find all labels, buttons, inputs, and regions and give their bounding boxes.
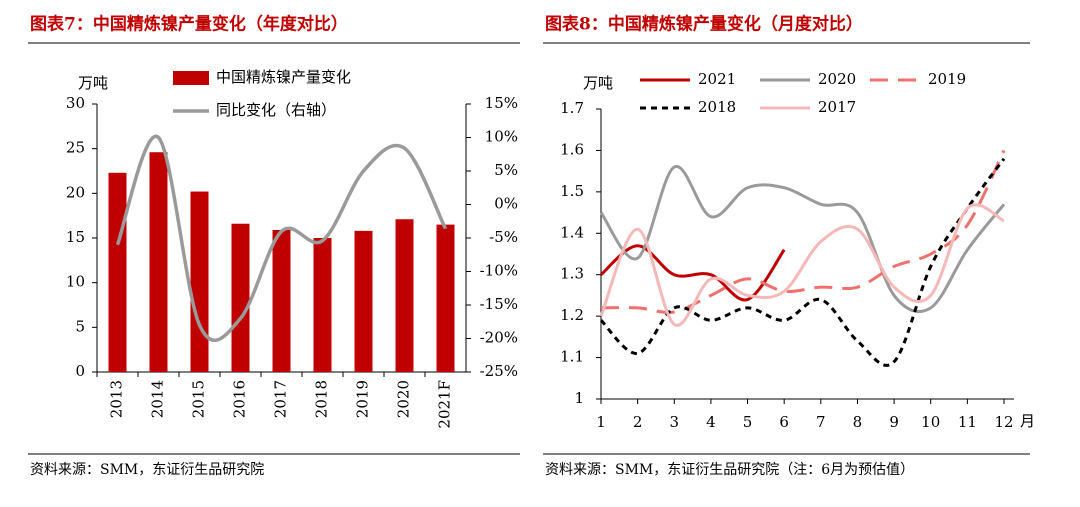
legend-label: 2018	[698, 98, 736, 116]
x-tick-label: 1	[596, 413, 606, 431]
line	[599, 244, 786, 302]
line	[599, 165, 1006, 313]
bar	[436, 224, 455, 372]
y-tick-label: 20	[66, 183, 85, 201]
source: 资料来源：SMM，东证衍生品研究院	[30, 462, 264, 478]
legend-swatch	[173, 71, 209, 85]
bar	[354, 230, 373, 372]
y-tick-label: 30	[66, 94, 85, 112]
y-axis-unit: 万吨	[78, 74, 108, 92]
bar	[313, 238, 332, 372]
x-tick-label: 2017	[272, 380, 290, 418]
source: 资料来源：SMM，东证衍生品研究院（注：6月为预估值）	[545, 462, 914, 478]
x-tick-label: 2018	[313, 380, 331, 418]
x-tick-label: 2015	[190, 380, 208, 418]
y2-tick-label: 0%	[494, 195, 518, 213]
legend-label: 2020	[818, 70, 856, 88]
x-tick-label: 11	[958, 413, 977, 431]
y-tick-label: 1.2	[560, 306, 584, 324]
chart-title: 图表7：中国精炼镍产量变化（年度对比）	[30, 14, 348, 35]
legend-label: 同比变化（右轴）	[216, 101, 336, 119]
y-tick-label: 1.4	[560, 223, 584, 241]
y2-tick-label: -10%	[480, 262, 518, 280]
y2-tick-label: -15%	[480, 295, 518, 313]
y-axis-unit: 万吨	[583, 74, 613, 92]
x-tick-label: 8	[853, 413, 863, 431]
x-tick-label: 4	[706, 413, 716, 431]
bar	[272, 229, 291, 372]
x-tick-label: 2013	[108, 380, 126, 418]
y2-tick-label: -25%	[480, 362, 518, 380]
legend-label: 中国精炼镍产量变化	[216, 68, 351, 86]
y-tick-label: 1.7	[560, 99, 584, 117]
x-tick-label: 2019	[354, 380, 372, 418]
bar	[231, 223, 250, 372]
x-tick-label: 12	[994, 413, 1013, 431]
y-tick-label: 1.5	[560, 182, 584, 200]
x-tick-label: 9	[889, 413, 899, 431]
legend-label: 2021	[698, 70, 736, 88]
legend-label: 2017	[818, 98, 856, 116]
y2-tick-label: 5%	[494, 161, 518, 179]
line	[600, 149, 1006, 314]
line	[599, 157, 1006, 367]
bar	[190, 191, 209, 372]
y-tick-label: 1.1	[560, 348, 584, 366]
x-tick-label: 3	[669, 413, 679, 431]
line	[115, 134, 448, 342]
y2-tick-label: -5%	[489, 228, 518, 246]
x-tick-label: 2020	[395, 380, 413, 418]
line	[599, 203, 1005, 327]
x-tick-label: 10	[921, 413, 940, 431]
y-tick-label: 10	[66, 273, 85, 291]
x-tick-label: 7	[816, 413, 826, 431]
x-axis-unit: 月	[1020, 412, 1035, 430]
x-tick-label: 6	[779, 413, 789, 431]
y-tick-label: 1	[574, 389, 584, 407]
y-tick-label: 0	[75, 362, 85, 380]
x-tick-label: 5	[743, 413, 753, 431]
y-tick-label: 25	[66, 139, 85, 157]
x-tick-label: 2016	[231, 380, 249, 418]
y-tick-label: 15	[66, 228, 85, 246]
legend-label: 2019	[928, 70, 966, 88]
y2-tick-label: 15%	[485, 94, 518, 112]
bar	[149, 152, 168, 372]
bar	[395, 219, 414, 372]
y-tick-label: 5	[75, 317, 85, 335]
y-tick-label: 1.3	[560, 265, 584, 283]
x-tick-label: 2	[633, 413, 643, 431]
chart-title: 图表8：中国精炼镍产量变化（月度对比）	[545, 14, 863, 35]
x-tick-label: 2021F	[436, 380, 454, 429]
x-tick-label: 2014	[149, 380, 167, 418]
y2-tick-label: 10%	[485, 128, 518, 146]
y-tick-label: 1.6	[560, 140, 584, 158]
bar	[108, 172, 127, 372]
y2-tick-label: -20%	[480, 329, 518, 347]
